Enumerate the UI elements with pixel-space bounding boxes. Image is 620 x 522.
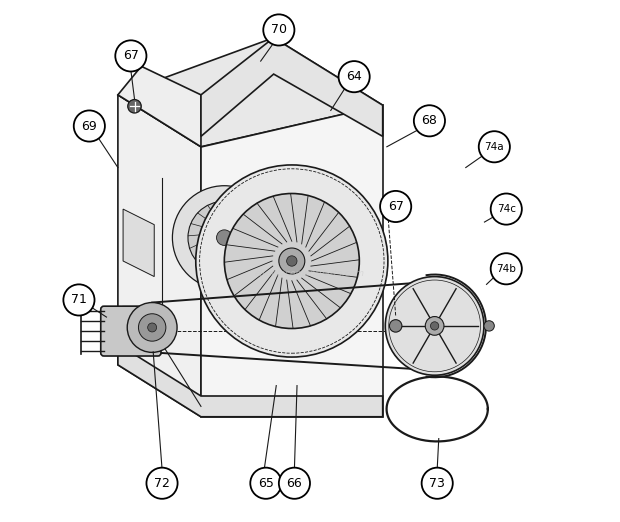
Circle shape: [339, 61, 370, 92]
Text: 70: 70: [271, 23, 287, 37]
Circle shape: [279, 468, 310, 499]
Circle shape: [490, 253, 522, 284]
Text: 64: 64: [346, 70, 362, 83]
Text: 73: 73: [429, 477, 445, 490]
Circle shape: [380, 191, 411, 222]
Polygon shape: [123, 209, 154, 277]
Text: 74a: 74a: [484, 142, 504, 152]
Text: 68: 68: [422, 114, 437, 127]
Circle shape: [264, 15, 294, 45]
Text: 71: 71: [71, 293, 87, 306]
Text: eReplacementParts.com: eReplacementParts.com: [255, 269, 365, 278]
Circle shape: [146, 468, 177, 499]
Circle shape: [385, 277, 484, 375]
Circle shape: [172, 186, 277, 290]
Circle shape: [389, 319, 402, 332]
Circle shape: [115, 40, 146, 72]
Circle shape: [188, 201, 260, 274]
Circle shape: [148, 323, 157, 332]
Circle shape: [425, 316, 444, 335]
FancyBboxPatch shape: [122, 306, 147, 335]
Text: 67: 67: [123, 50, 139, 63]
Text: 69: 69: [81, 120, 97, 133]
Circle shape: [490, 194, 522, 224]
Text: 74c: 74c: [497, 204, 516, 214]
Circle shape: [138, 314, 166, 341]
Text: 74b: 74b: [497, 264, 516, 274]
Circle shape: [224, 194, 360, 328]
Polygon shape: [201, 38, 383, 136]
Polygon shape: [118, 38, 383, 147]
Polygon shape: [201, 105, 383, 417]
Polygon shape: [118, 344, 383, 417]
Circle shape: [127, 303, 177, 352]
Circle shape: [74, 111, 105, 141]
Polygon shape: [118, 66, 201, 147]
Circle shape: [128, 100, 141, 113]
Circle shape: [286, 256, 297, 266]
Polygon shape: [118, 95, 201, 417]
Circle shape: [196, 165, 388, 357]
Circle shape: [250, 468, 281, 499]
Text: 66: 66: [286, 477, 303, 490]
Circle shape: [216, 230, 232, 245]
Text: 65: 65: [258, 477, 274, 490]
Circle shape: [430, 322, 439, 330]
Circle shape: [414, 105, 445, 136]
Circle shape: [422, 468, 453, 499]
Circle shape: [279, 248, 305, 274]
Circle shape: [484, 321, 494, 331]
Circle shape: [63, 284, 94, 315]
FancyBboxPatch shape: [101, 306, 161, 356]
Text: 67: 67: [388, 200, 404, 213]
Text: 72: 72: [154, 477, 170, 490]
Circle shape: [479, 131, 510, 162]
